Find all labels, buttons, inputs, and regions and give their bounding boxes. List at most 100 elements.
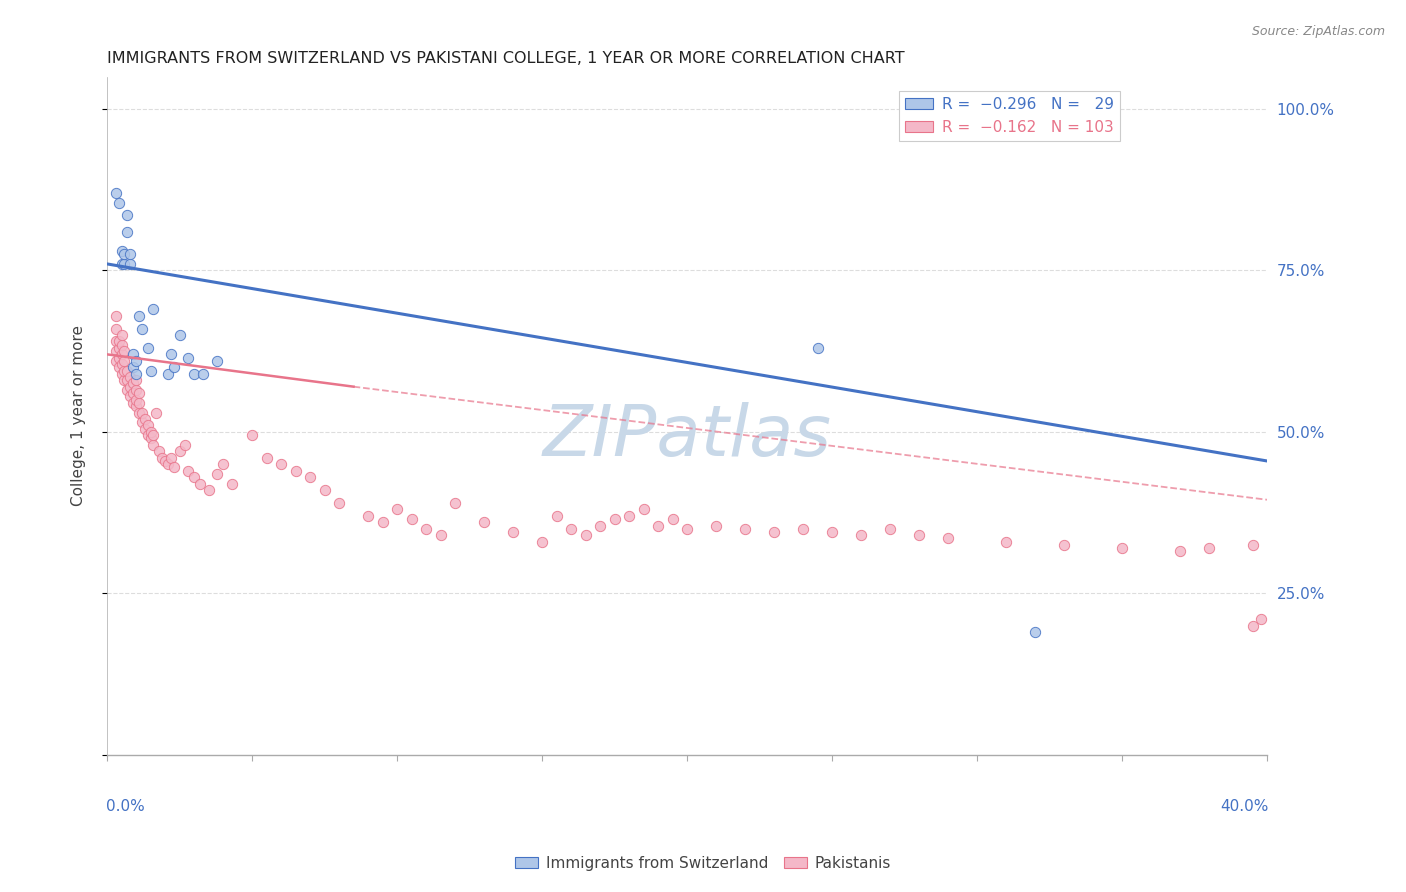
Point — [401, 512, 423, 526]
Point — [110, 257, 132, 271]
Point — [256, 450, 278, 465]
Point — [136, 341, 159, 355]
Point — [122, 360, 145, 375]
Point — [117, 225, 139, 239]
Point — [531, 534, 554, 549]
Point — [1250, 612, 1272, 626]
Point — [107, 360, 129, 375]
Point — [110, 244, 132, 258]
Point — [328, 496, 350, 510]
Point — [160, 347, 183, 361]
Point — [704, 518, 727, 533]
Point — [104, 309, 127, 323]
Point — [633, 502, 655, 516]
Point — [792, 522, 814, 536]
Point — [142, 438, 165, 452]
Point — [117, 363, 139, 377]
Point — [114, 344, 136, 359]
Point — [139, 425, 162, 439]
Point — [122, 386, 145, 401]
Point — [546, 508, 568, 523]
Point — [156, 367, 179, 381]
Point — [104, 186, 127, 200]
Point — [122, 376, 145, 391]
Point — [314, 483, 336, 497]
Point — [125, 354, 148, 368]
Point — [145, 405, 167, 419]
Point — [1111, 541, 1133, 556]
Point — [117, 373, 139, 387]
Point — [617, 508, 640, 523]
Text: 0.0%: 0.0% — [105, 799, 145, 814]
Point — [117, 209, 139, 223]
Point — [107, 351, 129, 365]
Point — [1241, 538, 1264, 552]
Point — [114, 373, 136, 387]
Point — [299, 470, 322, 484]
Point — [207, 354, 229, 368]
Point — [104, 321, 127, 335]
Point — [908, 528, 931, 542]
Point — [104, 334, 127, 349]
Point — [936, 532, 959, 546]
Point — [125, 392, 148, 407]
Point — [110, 328, 132, 343]
Point — [169, 328, 191, 343]
Point — [134, 422, 156, 436]
Point — [212, 457, 235, 471]
Text: Source: ZipAtlas.com: Source: ZipAtlas.com — [1251, 25, 1385, 38]
Point — [444, 496, 467, 510]
Point — [806, 341, 828, 355]
Point — [879, 522, 901, 536]
Point — [131, 415, 153, 429]
Point — [128, 386, 150, 401]
Point — [150, 450, 173, 465]
Point — [574, 528, 596, 542]
Legend: R =  −0.296   N =   29, R =  −0.162   N = 103: R = −0.296 N = 29, R = −0.162 N = 103 — [900, 91, 1121, 141]
Point — [502, 524, 524, 539]
Text: 40.0%: 40.0% — [1220, 799, 1268, 814]
Point — [120, 389, 142, 403]
Point — [1168, 544, 1191, 558]
Point — [104, 344, 127, 359]
Point — [661, 512, 683, 526]
Point — [128, 405, 150, 419]
Point — [131, 321, 153, 335]
Point — [1024, 625, 1046, 640]
Point — [107, 334, 129, 349]
Point — [128, 396, 150, 410]
Point — [221, 476, 243, 491]
Point — [1241, 618, 1264, 632]
Point — [183, 367, 205, 381]
Point — [1198, 541, 1220, 556]
Point — [120, 247, 142, 261]
Point — [136, 418, 159, 433]
Y-axis label: College, 1 year or more: College, 1 year or more — [72, 326, 86, 507]
Point — [122, 347, 145, 361]
Point — [821, 524, 844, 539]
Point — [148, 444, 170, 458]
Point — [142, 302, 165, 317]
Point — [995, 534, 1018, 549]
Point — [134, 412, 156, 426]
Point — [174, 438, 197, 452]
Point — [188, 476, 211, 491]
Point — [676, 522, 699, 536]
Point — [357, 508, 380, 523]
Point — [131, 405, 153, 419]
Point — [136, 428, 159, 442]
Point — [104, 354, 127, 368]
Point — [849, 528, 872, 542]
Point — [163, 360, 186, 375]
Point — [177, 351, 200, 365]
Point — [125, 383, 148, 397]
Point — [120, 379, 142, 393]
Point — [156, 457, 179, 471]
Text: IMMIGRANTS FROM SWITZERLAND VS PAKISTANI COLLEGE, 1 YEAR OR MORE CORRELATION CHA: IMMIGRANTS FROM SWITZERLAND VS PAKISTANI… — [107, 51, 904, 66]
Point — [177, 464, 200, 478]
Point — [107, 341, 129, 355]
Point — [207, 467, 229, 481]
Point — [1053, 538, 1076, 552]
Point — [110, 337, 132, 351]
Point — [142, 428, 165, 442]
